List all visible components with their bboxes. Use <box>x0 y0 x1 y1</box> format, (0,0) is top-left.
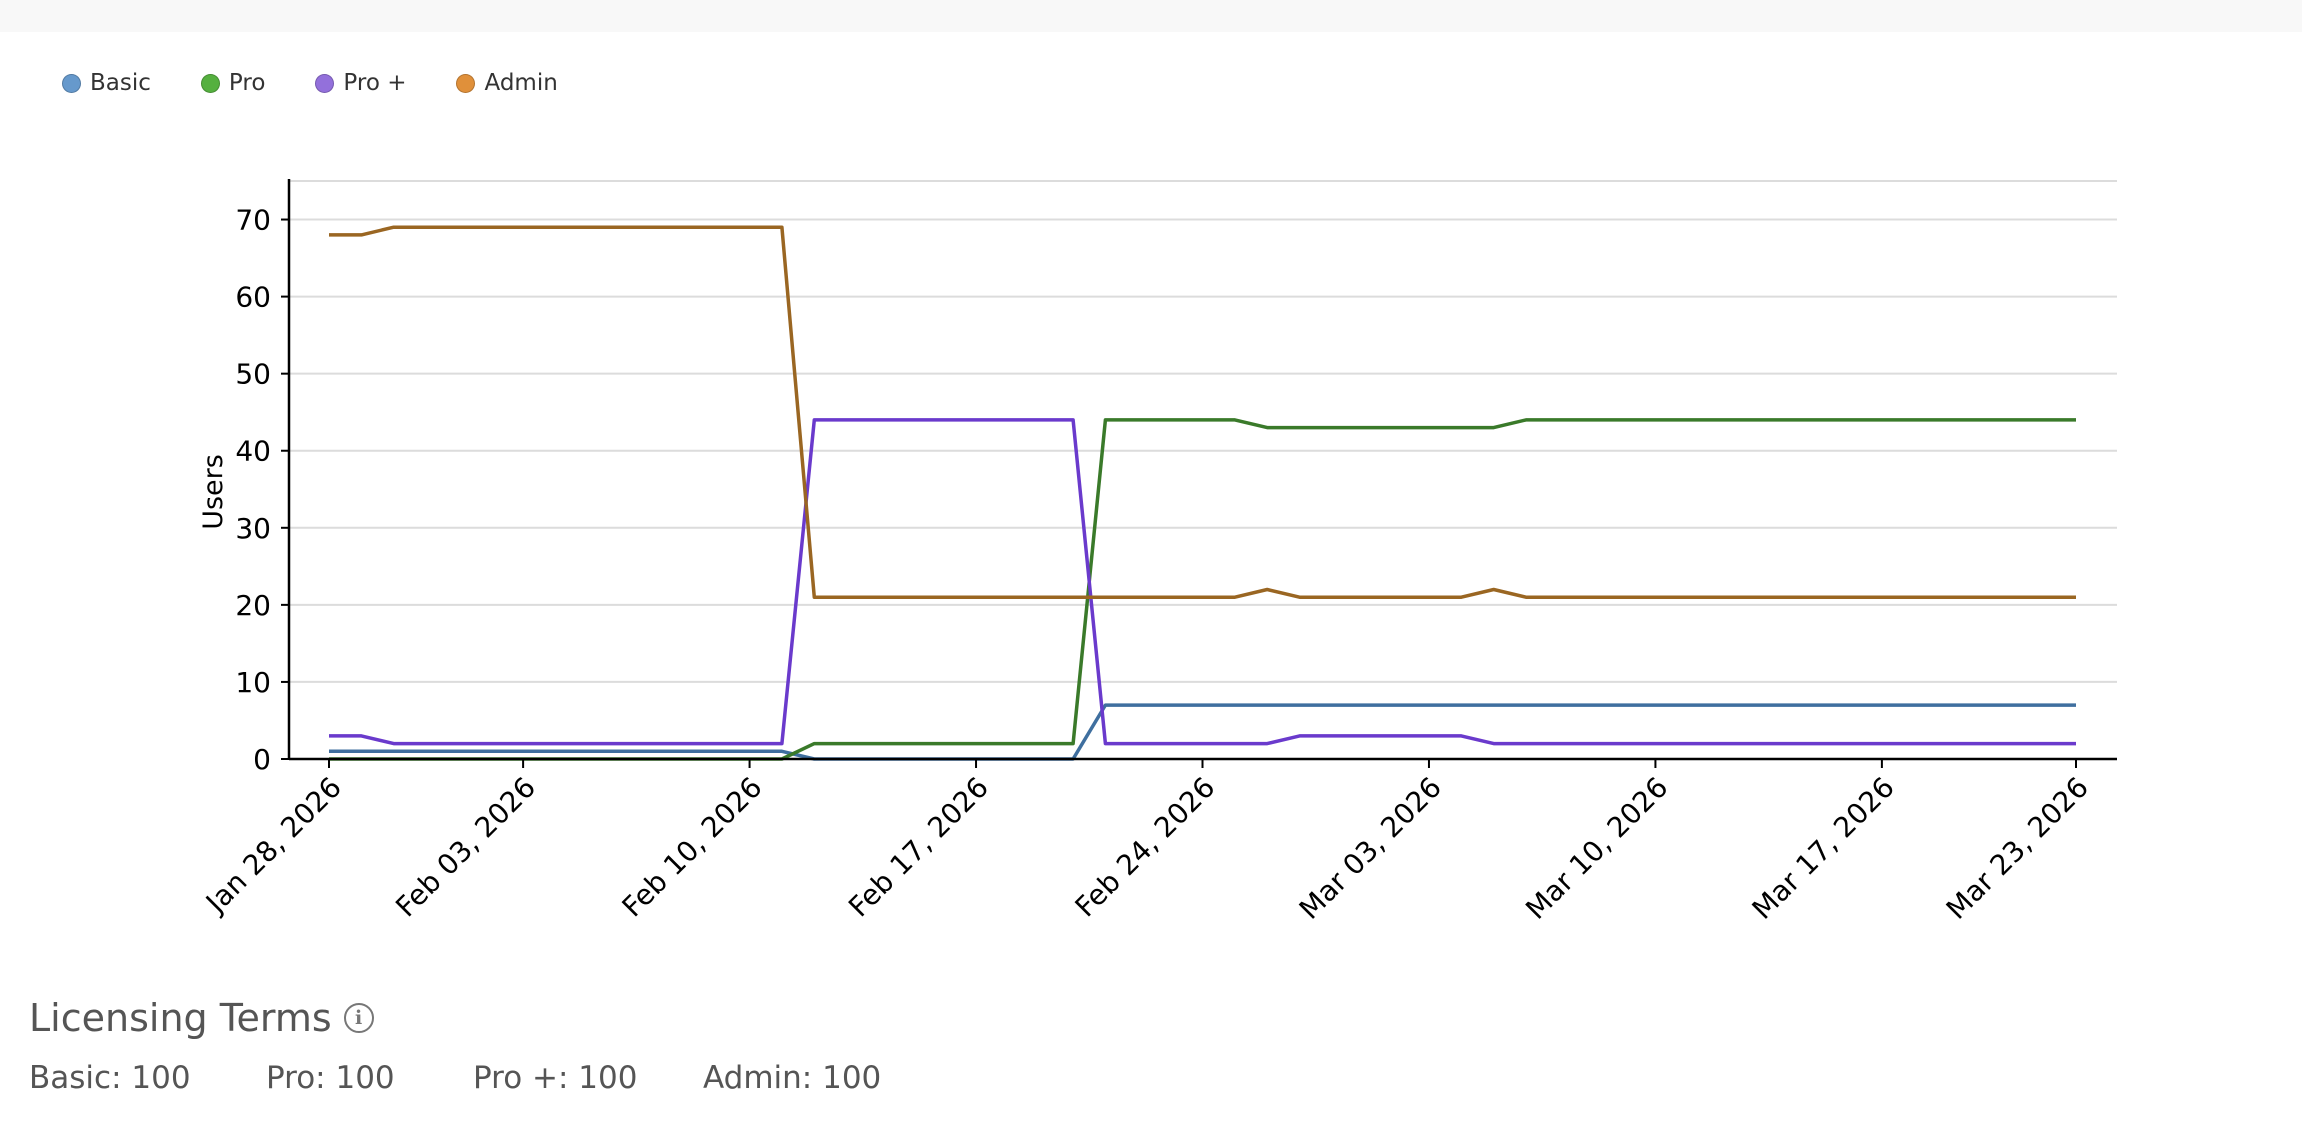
licensing-terms-heading: Licensing Terms i <box>29 996 374 1040</box>
x-tick-label: Mar 10, 2026 <box>1519 771 1674 926</box>
y-tick-label: 20 <box>235 589 271 622</box>
y-tick-label: 10 <box>235 666 271 699</box>
licensing-terms-title: Licensing Terms <box>29 996 332 1040</box>
legend-item-basic[interactable]: Basic <box>62 70 151 96</box>
y-tick-label: 50 <box>235 358 271 391</box>
legend-dot-icon <box>62 73 81 93</box>
legend-item-pro[interactable]: Pro <box>200 70 266 96</box>
term-basic: Basic: 100 <box>29 1060 191 1096</box>
x-tick-label: Feb 10, 2026 <box>616 771 769 924</box>
series-line-pro-plus <box>329 418 2076 746</box>
legend-label: Admin <box>484 70 558 96</box>
legend-dot-icon <box>200 73 220 93</box>
x-tick-label: Feb 17, 2026 <box>842 771 995 924</box>
y-tick-label: 40 <box>235 435 271 468</box>
x-tick-label: Feb 03, 2026 <box>389 771 542 924</box>
legend-label: Pro + <box>343 70 407 96</box>
legend-item-pro-plus[interactable]: Pro + <box>315 70 406 96</box>
term-admin: Admin: 100 <box>703 1060 882 1096</box>
series-line-admin <box>329 225 2076 599</box>
term-pro: Pro: 100 <box>266 1060 395 1096</box>
users-line-chart: 0 10 20 30 40 50 60 70 Jan 28, 2026 Feb 03, 2026 F… <box>198 179 2117 926</box>
x-tick-label: Mar 17, 2026 <box>1746 771 1901 926</box>
legend-item-admin[interactable]: Admin <box>456 70 558 96</box>
top-bar <box>0 0 2302 32</box>
legend-label: Basic <box>90 70 151 96</box>
x-tick-label: Mar 03, 2026 <box>1293 771 1448 926</box>
x-tick-label: Mar 23, 2026 <box>1940 771 2095 926</box>
series-line-pro <box>329 418 2076 761</box>
legend-dot-icon <box>456 73 476 93</box>
term-pro-plus: Pro +: 100 <box>473 1060 638 1096</box>
y-axis-label: Users <box>198 454 229 530</box>
info-icon[interactable]: i <box>343 1003 374 1033</box>
series-line-basic <box>329 703 2076 761</box>
legend-label: Pro <box>228 70 266 96</box>
legend-dot-icon <box>315 73 335 93</box>
chart-legend: Basic Pro Pro + Admin <box>62 70 608 96</box>
x-tick-label: Jan 28, 2026 <box>198 771 348 921</box>
y-tick-label: 60 <box>235 281 271 314</box>
x-tick-label: Feb 24, 2026 <box>1069 771 1222 924</box>
y-tick-label: 0 <box>253 743 271 776</box>
y-tick-label: 70 <box>235 204 271 237</box>
y-tick-label: 30 <box>235 512 271 545</box>
